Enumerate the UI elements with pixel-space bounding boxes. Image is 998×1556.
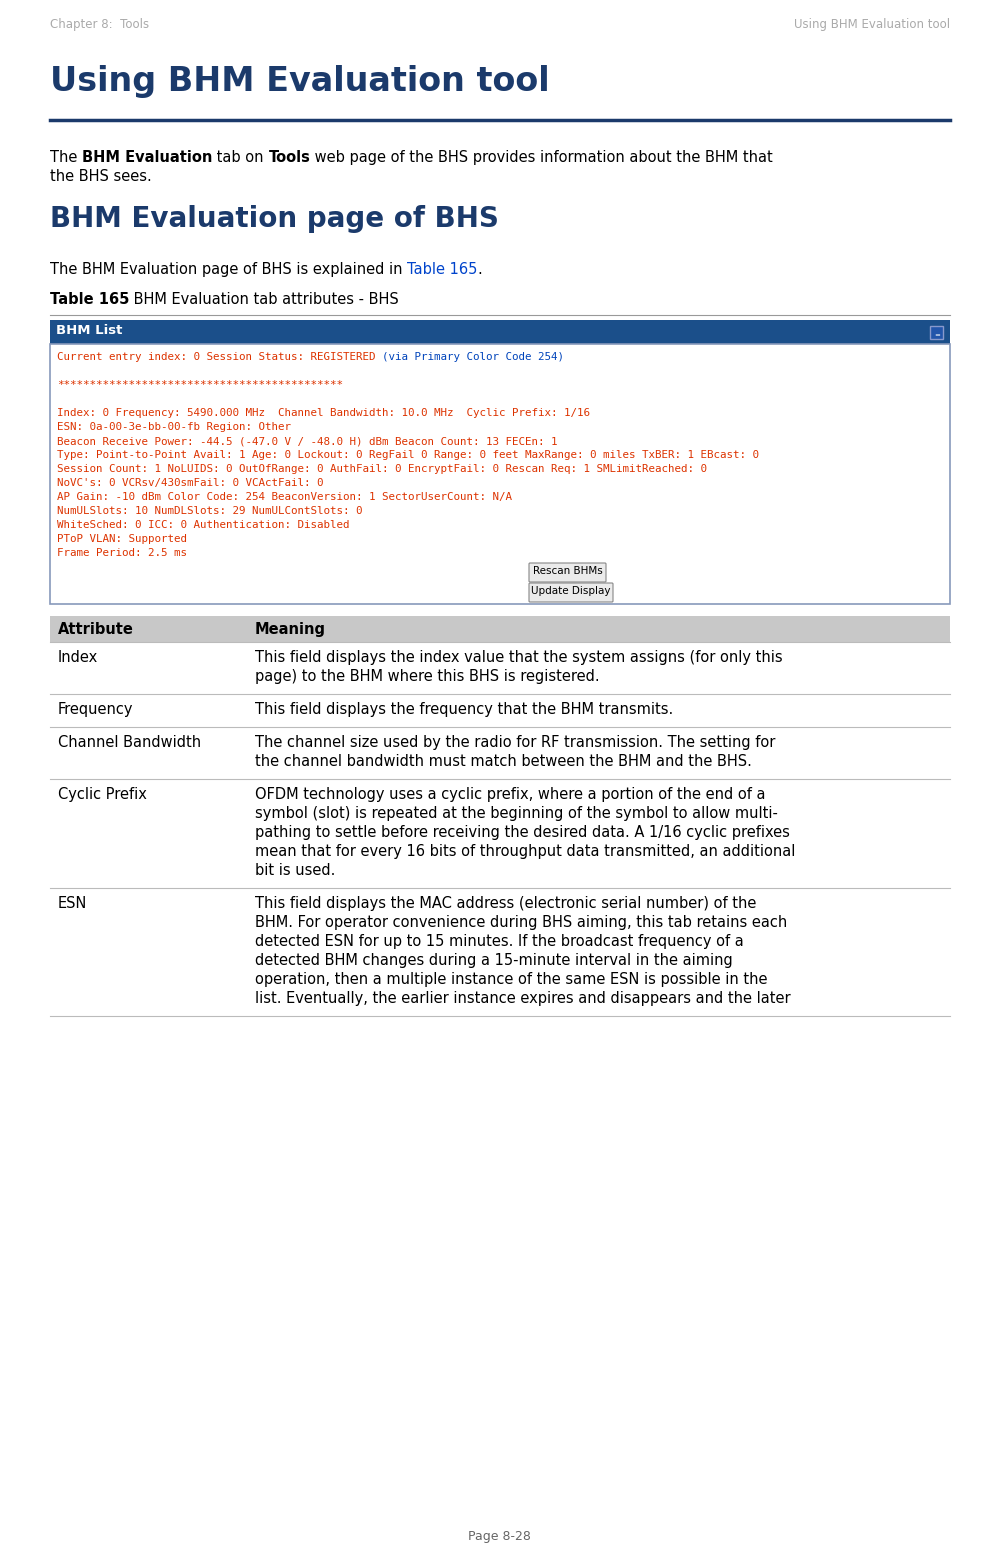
Text: The channel size used by the radio for RF transmission. The setting for: The channel size used by the radio for R… (255, 734, 775, 750)
Text: Frame Period: 2.5 ms: Frame Period: 2.5 ms (57, 548, 187, 559)
Text: page) to the BHM where this BHS is registered.: page) to the BHM where this BHS is regis… (255, 669, 600, 685)
Text: tab on: tab on (213, 149, 268, 165)
Text: Table 165: Table 165 (407, 261, 477, 277)
Text: mean that for every 16 bits of throughput data transmitted, an additional: mean that for every 16 bits of throughpu… (255, 843, 795, 859)
Text: bit is used.: bit is used. (255, 864, 335, 878)
Text: This field displays the index value that the system assigns (for only this: This field displays the index value that… (255, 650, 782, 664)
Text: Attribute: Attribute (58, 622, 134, 636)
Text: operation, then a multiple instance of the same ESN is possible in the: operation, then a multiple instance of t… (255, 972, 767, 987)
Text: Update Display: Update Display (531, 587, 611, 596)
Text: Meaning: Meaning (255, 622, 326, 636)
Bar (50, 616, 950, 643)
Text: detected BHM changes during a 15-minute interval in the aiming: detected BHM changes during a 15-minute … (255, 952, 733, 968)
Text: symbol (slot) is repeated at the beginning of the symbol to allow multi-: symbol (slot) is repeated at the beginni… (255, 806, 777, 822)
Text: web page of the BHS provides information about the BHM that: web page of the BHS provides information… (310, 149, 773, 165)
Bar (50, 321, 950, 344)
FancyBboxPatch shape (529, 563, 606, 582)
Text: AP Gain: -10 dBm Color Code: 254 BeaconVersion: 1 SectorUserCount: N/A: AP Gain: -10 dBm Color Code: 254 BeaconV… (57, 492, 512, 503)
Text: ESN: ESN (58, 896, 88, 910)
Text: (via Primary Color Code 254): (via Primary Color Code 254) (382, 352, 564, 363)
Text: Cyclic Prefix: Cyclic Prefix (58, 787, 147, 801)
Text: Using BHM Evaluation tool: Using BHM Evaluation tool (793, 19, 950, 31)
Text: BHM Evaluation: BHM Evaluation (82, 149, 213, 165)
Text: ESN: 0a-00-3e-bb-00-fb Region: Other: ESN: 0a-00-3e-bb-00-fb Region: Other (57, 422, 291, 433)
Text: Index: Index (58, 650, 98, 664)
Text: OFDM technology uses a cyclic prefix, where a portion of the end of a: OFDM technology uses a cyclic prefix, wh… (255, 787, 765, 801)
Text: WhiteSched: 0 ICC: 0 Authentication: Disabled: WhiteSched: 0 ICC: 0 Authentication: Dis… (57, 520, 349, 531)
Text: The BHM Evaluation page of BHS is explained in: The BHM Evaluation page of BHS is explai… (50, 261, 407, 277)
Text: =: = (934, 331, 940, 338)
Text: The: The (50, 149, 82, 165)
Text: Type: Point-to-Point Avail: 1 Age: 0 Lockout: 0 RegFail 0 Range: 0 feet MaxRange: Type: Point-to-Point Avail: 1 Age: 0 Loc… (57, 450, 759, 461)
Text: Rescan BHMs: Rescan BHMs (533, 566, 603, 576)
Text: Table 165: Table 165 (50, 293, 130, 307)
Text: detected ESN for up to 15 minutes. If the broadcast frequency of a: detected ESN for up to 15 minutes. If th… (255, 934, 744, 949)
Text: Page 8-28: Page 8-28 (467, 1530, 531, 1544)
FancyBboxPatch shape (529, 584, 613, 602)
Text: BHM Evaluation tab attributes - BHS: BHM Evaluation tab attributes - BHS (130, 293, 399, 307)
Text: ********************************************: ****************************************… (57, 380, 343, 391)
Text: Channel Bandwidth: Channel Bandwidth (58, 734, 202, 750)
Text: .: . (477, 261, 482, 277)
Text: BHM List: BHM List (56, 324, 123, 338)
Text: BHM Evaluation page of BHS: BHM Evaluation page of BHS (50, 205, 499, 233)
Text: the BHS sees.: the BHS sees. (50, 170, 152, 184)
Text: This field displays the MAC address (electronic serial number) of the: This field displays the MAC address (ele… (255, 896, 756, 910)
Text: Session Count: 1 NoLUIDS: 0 OutOfRange: 0 AuthFail: 0 EncryptFail: 0 Rescan Req:: Session Count: 1 NoLUIDS: 0 OutOfRange: … (57, 464, 707, 475)
Text: list. Eventually, the earlier instance expires and disappears and the later: list. Eventually, the earlier instance e… (255, 991, 790, 1007)
Text: Tools: Tools (268, 149, 310, 165)
Text: This field displays the frequency that the BHM transmits.: This field displays the frequency that t… (255, 702, 674, 717)
Bar (50, 344, 950, 604)
Text: Beacon Receive Power: -44.5 (-47.0 V / -48.0 H) dBm Beacon Count: 13 FECEn: 1: Beacon Receive Power: -44.5 (-47.0 V / -… (57, 436, 558, 447)
Text: NoVC's: 0 VCRsv/430smFail: 0 VCActFail: 0: NoVC's: 0 VCRsv/430smFail: 0 VCActFail: … (57, 478, 323, 489)
Text: PToP VLAN: Supported: PToP VLAN: Supported (57, 534, 187, 545)
Text: the channel bandwidth must match between the BHM and the BHS.: the channel bandwidth must match between… (255, 755, 751, 769)
Text: Frequency: Frequency (58, 702, 134, 717)
Text: Chapter 8:  Tools: Chapter 8: Tools (50, 19, 149, 31)
Text: Current entry index: 0 Session Status: REGISTERED: Current entry index: 0 Session Status: R… (57, 352, 382, 363)
Text: pathing to settle before receiving the desired data. A 1/16 cyclic prefixes: pathing to settle before receiving the d… (255, 825, 789, 840)
Bar (930, 327, 943, 339)
Text: Index: 0 Frequency: 5490.000 MHz  Channel Bandwidth: 10.0 MHz  Cyclic Prefix: 1/: Index: 0 Frequency: 5490.000 MHz Channel… (57, 408, 590, 419)
Text: Using BHM Evaluation tool: Using BHM Evaluation tool (50, 65, 550, 98)
Text: NumULSlots: 10 NumDLSlots: 29 NumULContSlots: 0: NumULSlots: 10 NumDLSlots: 29 NumULContS… (57, 506, 362, 517)
Text: BHM. For operator convenience during BHS aiming, this tab retains each: BHM. For operator convenience during BHS… (255, 915, 787, 930)
